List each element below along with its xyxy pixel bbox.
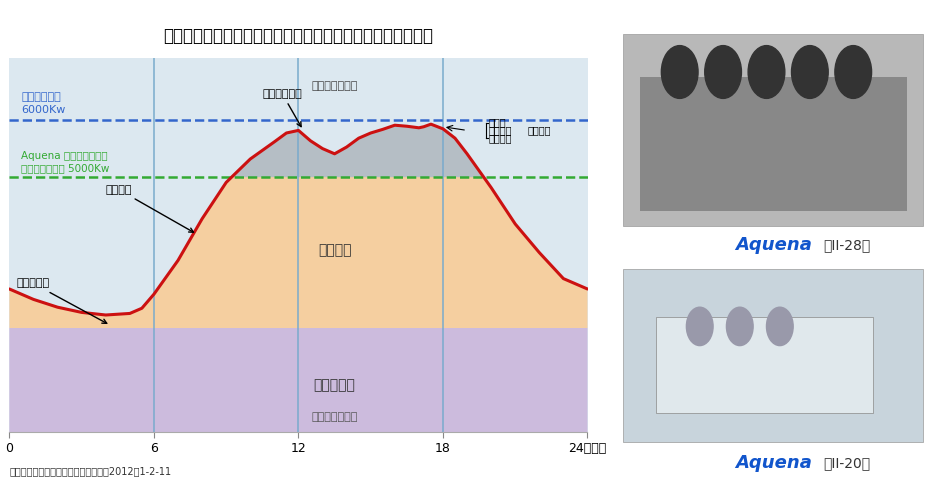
Text: Aquena: Aquena [735, 454, 811, 472]
Text: 谯水池式: 谯水池式 [489, 125, 512, 135]
Text: 需要曲線: 需要曲線 [105, 185, 194, 232]
Circle shape [835, 46, 871, 98]
Bar [640, 77, 907, 211]
Text: 水力発電: 水力発電 [527, 125, 551, 135]
Text: 調整池式: 調整池式 [489, 133, 512, 143]
Text: 揚水式: 揚水式 [489, 118, 507, 128]
Bar [623, 34, 923, 226]
Circle shape [727, 307, 753, 346]
Circle shape [791, 46, 828, 98]
Text: 流込式水力発電: 流込式水力発電 [311, 411, 358, 421]
Circle shape [705, 46, 742, 98]
Bar [656, 317, 873, 413]
Text: 揚水用動力: 揚水用動力 [17, 278, 107, 324]
Circle shape [686, 307, 713, 346]
Text: 最大電力需要
6000Kw: 最大電力需要 6000Kw [22, 93, 66, 115]
Text: 原子力発電: 原子力発電 [314, 378, 355, 392]
Text: （II-28）: （II-28） [822, 238, 870, 252]
Bar [623, 269, 923, 442]
Text: 火力発電: 火力発電 [318, 243, 352, 257]
Circle shape [662, 46, 698, 98]
Text: 出典：「原子力・エネルギー」図面集2012　1-2-11: 出典：「原子力・エネルギー」図面集2012 1-2-11 [9, 466, 171, 476]
Text: Aquena が普及した場合
の最大電力需要 5000Kw: Aquena が普及した場合 の最大電力需要 5000Kw [22, 151, 110, 174]
Text: （II-20）: （II-20） [823, 456, 870, 470]
Text: 流込式水力発電: 流込式水力発電 [311, 81, 358, 91]
Circle shape [748, 46, 785, 98]
Circle shape [766, 307, 793, 346]
Text: Aquena: Aquena [735, 236, 811, 254]
Text: 需要のピーク: 需要のピーク [262, 89, 302, 127]
Text: 需要の変化に対応した電源の組み合わせ（ベストミックス）: 需要の変化に対応した電源の組み合わせ（ベストミックス） [164, 27, 433, 45]
